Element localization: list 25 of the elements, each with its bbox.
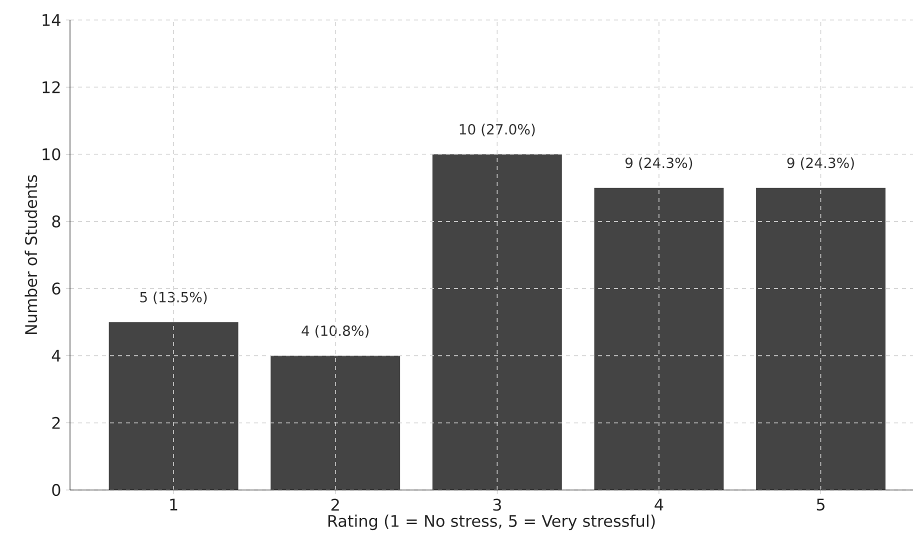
data-label: 9 (24.3%) xyxy=(787,157,854,170)
x-tick-label: 2 xyxy=(331,498,339,511)
y-tick-label: 12 xyxy=(42,81,60,94)
bar xyxy=(108,322,238,490)
y-axis-title: Number of Students xyxy=(24,175,38,334)
y-tick-label: 6 xyxy=(52,282,60,295)
y-tick-label: 8 xyxy=(52,215,60,228)
x-tick-label: 5 xyxy=(816,498,824,511)
data-label: 4 (10.8%) xyxy=(302,325,369,338)
bar xyxy=(432,154,562,490)
x-tick-label: 4 xyxy=(654,498,664,510)
bar xyxy=(756,188,886,490)
data-label: 10 (27.0%) xyxy=(460,124,535,136)
x-axis-title: Rating (1 = No stress, 5 = Very stressful) xyxy=(328,514,655,530)
data-label: 9 (24.3%) xyxy=(625,157,692,170)
data-label: 5 (13.5%) xyxy=(140,292,207,304)
x-tick-label: 1 xyxy=(170,498,178,510)
y-tick-label: 14 xyxy=(42,14,60,26)
y-tick-label: 10 xyxy=(42,148,60,160)
x-tick-label: 3 xyxy=(493,498,501,511)
y-tick-label: 2 xyxy=(52,416,60,429)
y-tick-label: 4 xyxy=(52,350,60,362)
bar xyxy=(270,356,400,490)
bar xyxy=(594,188,724,490)
y-tick-label: 0 xyxy=(52,484,60,496)
